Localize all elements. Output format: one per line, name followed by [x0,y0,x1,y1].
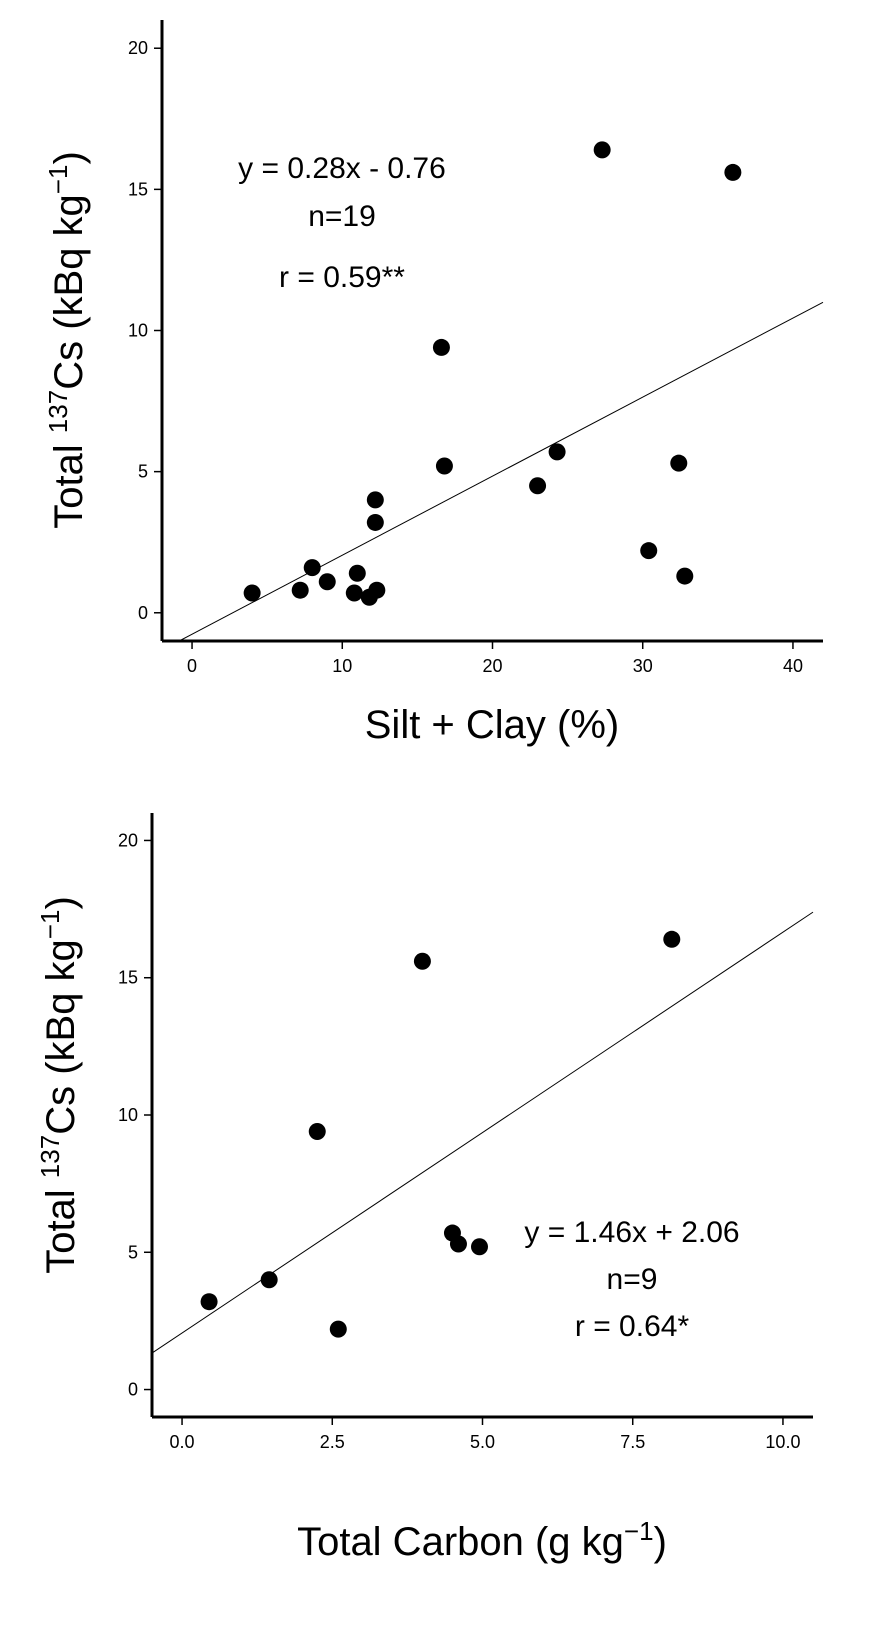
panel-1-data-point [368,581,386,599]
panel-1-data-point [593,141,611,159]
panel-2-ticks: 0 5 10 15 20 0.0 2.5 5.0 7.5 10.0 [118,830,801,1452]
panel-1-data-point [291,581,309,599]
silt-clay-scatter-panel: Total 137Cs (kBq kg−1) Silt + Clay (%) 0… [43,20,824,747]
panel-1-data-point [366,491,384,509]
panel-1-data-point [366,513,384,531]
panel-1-x-tick-label: 30 [633,656,653,676]
panel-1-x-tick-label: 10 [332,656,352,676]
panel-1-fit-line [178,301,824,642]
panel-1-ticks: 0 5 10 15 20 0 10 20 30 40 [128,38,803,676]
panel-2-x-tick-label: 7.5 [620,1432,645,1452]
panel-2-fit-line [151,911,814,1354]
panel-2-x-tick-label: 0.0 [170,1432,195,1452]
panel-1-x-tick-label: 20 [482,656,502,676]
panel-2-data-point [413,952,431,970]
panel-2-data-point [449,1235,467,1253]
panel-1-data-point [724,163,742,181]
panel-2-data-point [470,1238,488,1256]
panel-2-points [200,930,681,1338]
panel-2-data-point [260,1271,278,1289]
panel-1-x-axis-title: Silt + Clay (%) [365,703,620,747]
panel-2-equation: y = 1.46x + 2.06 [524,1216,739,1249]
panel-2-data-point [663,930,681,948]
panel-2-x-tick-label: 2.5 [320,1432,345,1452]
svg-text:Total 137Cs (kBq kg−1): Total 137Cs (kBq kg−1) [35,896,83,1274]
panel-1-y-tick-label: 15 [128,179,148,199]
total-carbon-scatter-panel: Total 137Cs (kBq kg−1) Total Carbon (g k… [35,813,814,1564]
svg-text:Total 137Cs (kBq kg−1): Total 137Cs (kBq kg−1) [43,151,91,529]
panel-1-equation: y = 0.28x - 0.76 [238,152,446,185]
panel-1-data-point [435,457,453,475]
panel-1-data-point [345,584,363,602]
panel-1-data-point [529,477,547,495]
panel-2-data-point [308,1122,326,1140]
panel-1-data-point [670,454,688,472]
panel-2-axes [150,813,813,1419]
panel-2-n-count: n=9 [607,1263,658,1296]
panel-1-y-tick-label: 20 [128,38,148,58]
panel-2-x-axis-title: Total Carbon (g kg−1) [297,1516,667,1564]
panel-1-y-tick-label: 10 [128,321,148,341]
panel-1-correlation: r = 0.59** [279,261,405,294]
panel-2-y-tick-label: 5 [128,1242,138,1262]
panel-1-data-point [243,584,261,602]
panel-2-y-tick-label: 0 [128,1380,138,1400]
panel-1-fit-layer [178,301,824,642]
panel-1-x-tick-label: 0 [187,656,197,676]
panel-2-x-tick-label: 5.0 [470,1432,495,1452]
panel-2-fit-layer [151,911,814,1354]
panel-2-y-axis-title: Total 137Cs (kBq kg−1) [35,896,83,1274]
panel-1-axes [160,20,823,643]
panel-1-data-point [432,338,450,356]
panel-1-data-point [303,559,321,577]
panel-2-correlation: r = 0.64* [575,1310,690,1343]
panel-2-y-tick-label: 10 [118,1105,138,1125]
panel-2-data-point [329,1320,347,1338]
panel-1-data-point [676,567,694,585]
panel-1-data-point [348,564,366,582]
panel-2-y-tick-label: 20 [118,830,138,850]
panel-2-x-tick-label: 10.0 [765,1432,800,1452]
panel-1-data-point [548,443,566,461]
panel-1-data-point [640,542,658,560]
panel-1-x-tick-label: 40 [783,656,803,676]
panel-1-y-tick-label: 0 [138,603,148,623]
panel-2-y-tick-label: 15 [118,968,138,988]
panel-1-data-point [318,573,336,591]
panel-1-n-count: n=19 [308,200,376,233]
panel-2-data-point [200,1293,218,1311]
panel-1-y-axis-title: Total 137Cs (kBq kg−1) [43,151,91,529]
panel-1-y-tick-label: 5 [138,462,148,482]
panel-1-points [243,141,742,606]
